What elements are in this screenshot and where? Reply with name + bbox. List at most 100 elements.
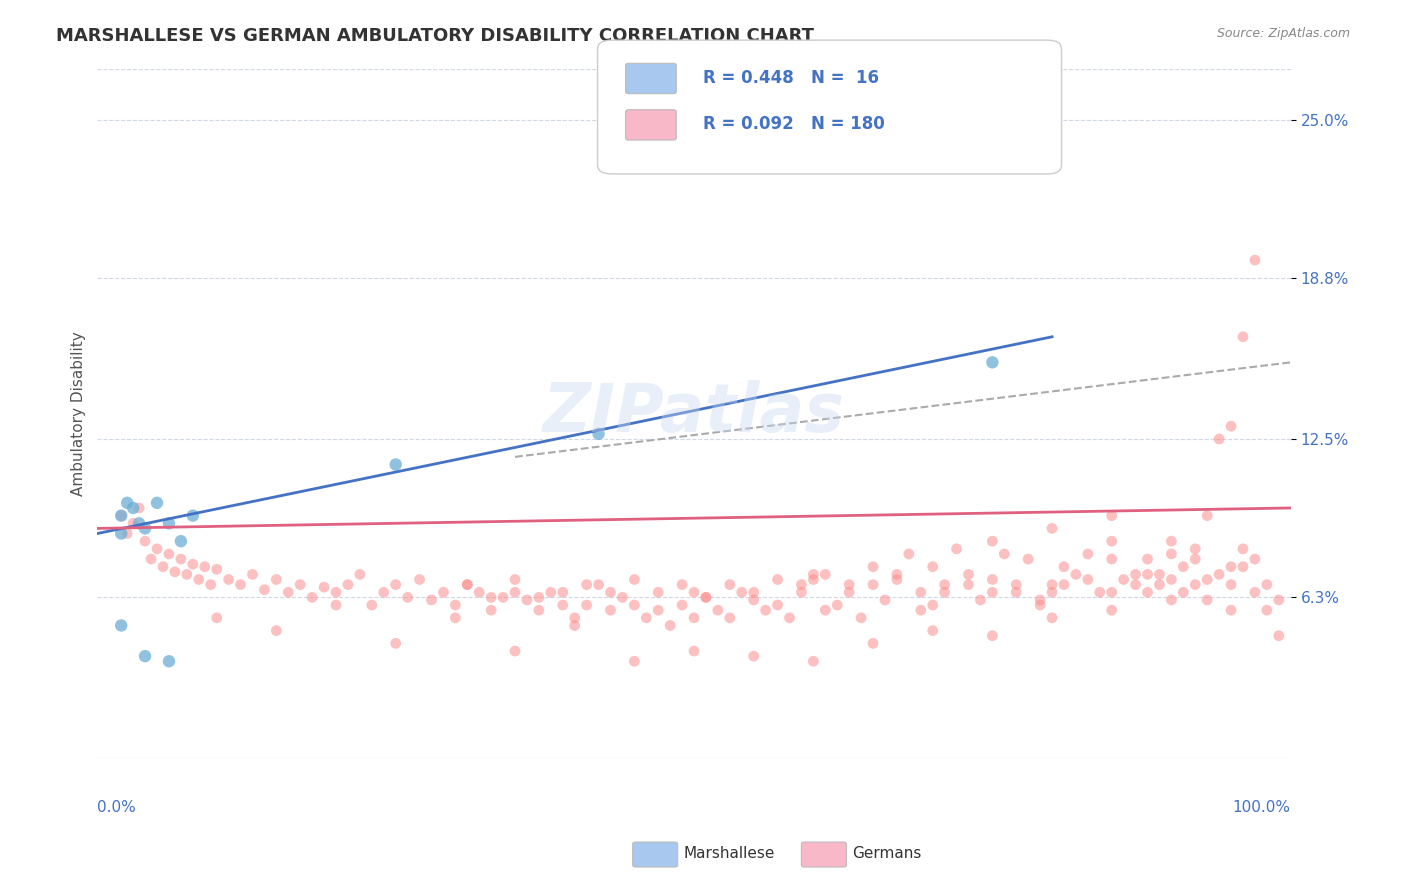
- Point: [1184, 541, 1206, 556]
- Point: [266, 624, 288, 638]
- Point: [1125, 577, 1147, 591]
- Point: [921, 598, 943, 612]
- Point: [803, 567, 825, 582]
- Point: [516, 593, 538, 607]
- Y-axis label: Ambulatory Disability: Ambulatory Disability: [72, 331, 86, 496]
- Point: [1184, 552, 1206, 566]
- Point: [1101, 552, 1123, 566]
- Point: [981, 573, 1004, 587]
- Point: [110, 508, 132, 523]
- Point: [921, 559, 943, 574]
- Point: [1005, 577, 1028, 591]
- Point: [360, 598, 382, 612]
- Point: [152, 559, 174, 574]
- Text: Germans: Germans: [852, 847, 921, 861]
- Point: [695, 591, 717, 605]
- Point: [838, 577, 860, 591]
- Point: [1136, 552, 1159, 566]
- Point: [599, 603, 621, 617]
- Point: [266, 573, 288, 587]
- Point: [803, 573, 825, 587]
- Point: [1101, 534, 1123, 549]
- Point: [408, 573, 430, 587]
- Point: [921, 624, 943, 638]
- Point: [1160, 547, 1182, 561]
- Point: [945, 541, 967, 556]
- Point: [683, 611, 706, 625]
- Point: [957, 567, 980, 582]
- Point: [176, 567, 198, 582]
- Point: [170, 534, 193, 549]
- Point: [981, 629, 1004, 643]
- Point: [1197, 593, 1219, 607]
- Point: [432, 585, 454, 599]
- Point: [551, 585, 574, 599]
- Point: [146, 541, 169, 556]
- Point: [647, 603, 669, 617]
- Point: [1268, 593, 1291, 607]
- Point: [766, 598, 789, 612]
- Point: [157, 654, 180, 668]
- Point: [277, 585, 299, 599]
- Text: MARSHALLESE VS GERMAN AMBULATORY DISABILITY CORRELATION CHART: MARSHALLESE VS GERMAN AMBULATORY DISABIL…: [56, 27, 814, 45]
- Point: [742, 593, 765, 607]
- Point: [1197, 508, 1219, 523]
- Point: [1077, 573, 1099, 587]
- Point: [1208, 567, 1230, 582]
- Point: [612, 591, 634, 605]
- Point: [575, 577, 598, 591]
- Point: [456, 577, 478, 591]
- Point: [349, 567, 371, 582]
- Point: [742, 585, 765, 599]
- Point: [718, 577, 741, 591]
- Point: [122, 516, 145, 531]
- Point: [1256, 577, 1278, 591]
- Point: [122, 500, 145, 515]
- Point: [1136, 567, 1159, 582]
- Point: [157, 516, 180, 531]
- Point: [205, 611, 228, 625]
- Point: [564, 611, 586, 625]
- Point: [683, 644, 706, 658]
- Point: [1149, 567, 1171, 582]
- Point: [384, 577, 406, 591]
- Point: [110, 508, 132, 523]
- Point: [1149, 577, 1171, 591]
- Point: [325, 598, 347, 612]
- Point: [134, 521, 156, 535]
- Point: [718, 611, 741, 625]
- Point: [479, 603, 502, 617]
- Point: [1136, 585, 1159, 599]
- Point: [1077, 547, 1099, 561]
- Point: [647, 585, 669, 599]
- Point: [814, 603, 837, 617]
- Point: [1244, 552, 1267, 566]
- Point: [659, 618, 682, 632]
- Point: [575, 598, 598, 612]
- Point: [1005, 585, 1028, 599]
- Point: [110, 526, 132, 541]
- Point: [934, 585, 956, 599]
- Point: [194, 559, 217, 574]
- Text: R = 0.092   N = 180: R = 0.092 N = 180: [703, 115, 884, 133]
- Point: [1220, 419, 1243, 434]
- Point: [146, 496, 169, 510]
- Point: [540, 585, 562, 599]
- Point: [969, 593, 991, 607]
- Point: [671, 598, 693, 612]
- Point: [588, 577, 610, 591]
- Point: [1160, 534, 1182, 549]
- Point: [1101, 508, 1123, 523]
- Point: [1232, 559, 1254, 574]
- Point: [1220, 559, 1243, 574]
- Point: [1017, 552, 1039, 566]
- Point: [814, 567, 837, 582]
- Point: [1244, 585, 1267, 599]
- Point: [766, 573, 789, 587]
- Point: [181, 508, 204, 523]
- Point: [1053, 559, 1076, 574]
- Point: [456, 577, 478, 591]
- Point: [479, 591, 502, 605]
- Point: [1160, 573, 1182, 587]
- Point: [1268, 629, 1291, 643]
